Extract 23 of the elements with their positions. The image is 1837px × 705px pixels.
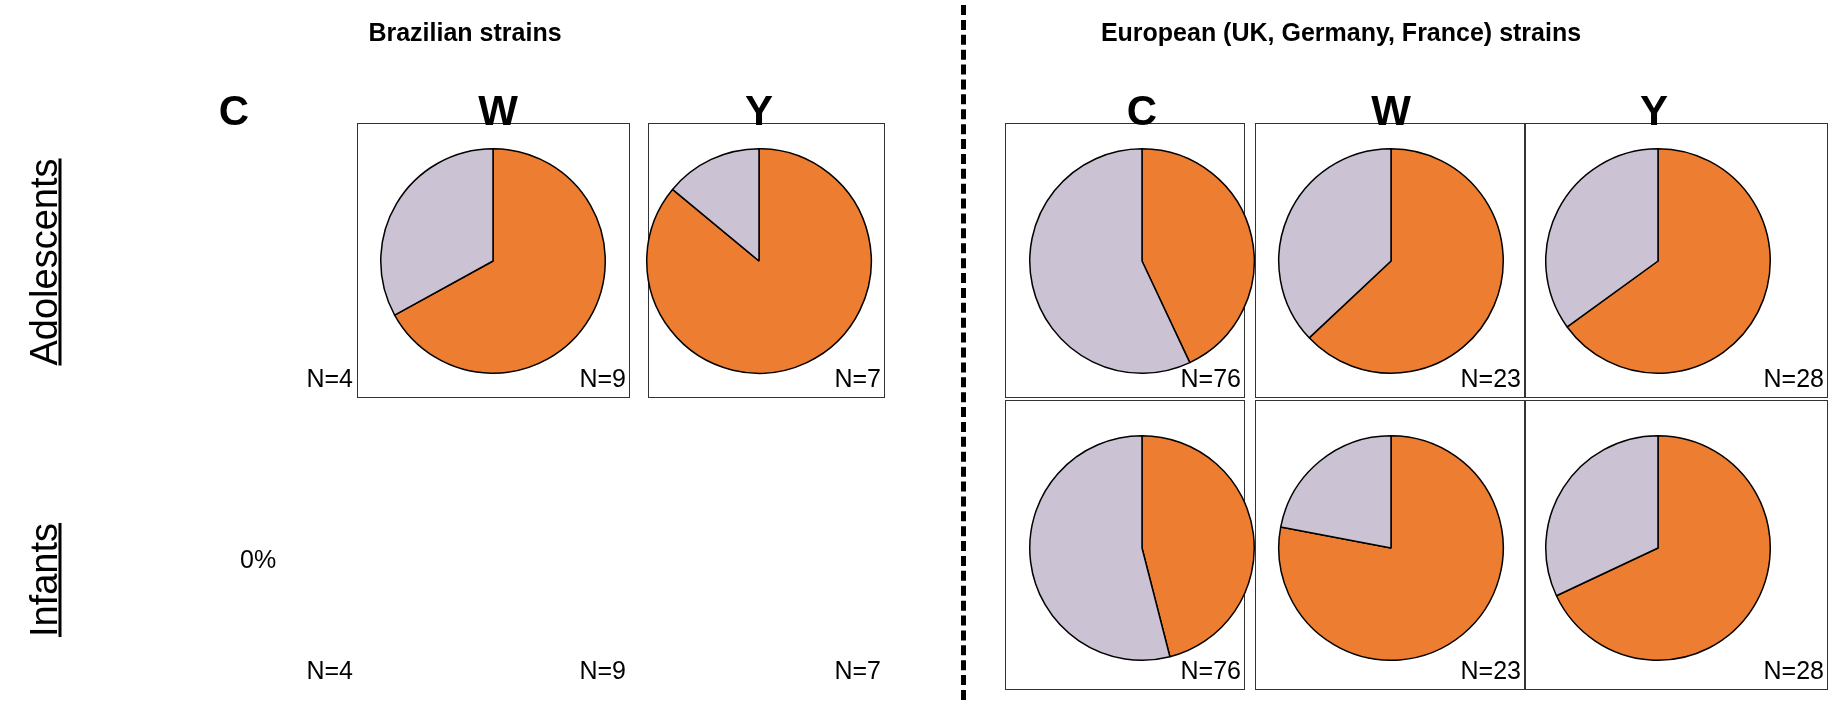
text: N=9 bbox=[579, 656, 626, 685]
text: Brazilian strains bbox=[368, 18, 562, 47]
chart-title: Y bbox=[1639, 87, 1669, 135]
chart-title: W bbox=[1371, 87, 1411, 135]
text: N=28 bbox=[1763, 656, 1824, 685]
chart-title: Y bbox=[744, 87, 774, 135]
text: N=23 bbox=[1460, 656, 1521, 685]
text: N=28 bbox=[1763, 364, 1824, 393]
text: N=9 bbox=[579, 364, 626, 393]
text: N=7 bbox=[834, 364, 881, 393]
chart-title: W bbox=[478, 87, 518, 135]
text: European (UK, Germany, France) strains bbox=[1100, 18, 1582, 47]
text: N=7 bbox=[834, 656, 881, 685]
text: N=23 bbox=[1460, 364, 1521, 393]
text: C bbox=[218, 87, 250, 135]
text: N=4 bbox=[306, 656, 353, 685]
text: N=76 bbox=[1180, 364, 1241, 393]
text: 0% bbox=[240, 545, 277, 574]
text: Infants bbox=[22, 522, 66, 638]
chart-title: C bbox=[1126, 87, 1158, 135]
text: N=4 bbox=[306, 364, 353, 393]
text: Adolescents bbox=[22, 158, 66, 366]
text: N=76 bbox=[1180, 656, 1241, 685]
